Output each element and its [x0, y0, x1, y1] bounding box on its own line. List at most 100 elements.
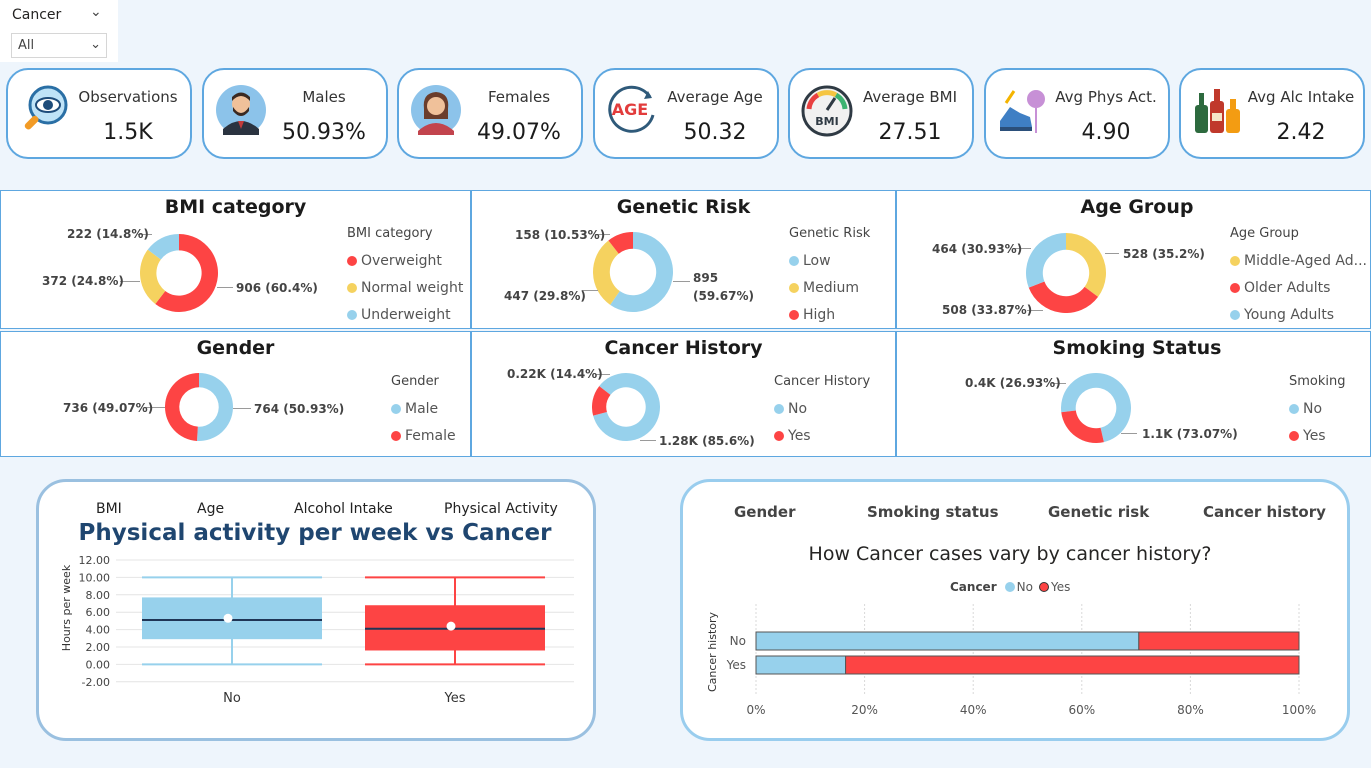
- legend-item[interactable]: Yes: [1289, 422, 1346, 449]
- legend-item[interactable]: Yes: [774, 422, 870, 449]
- leader-line: [1105, 253, 1119, 254]
- donut-slice-normal-weight[interactable]: [140, 249, 166, 304]
- legend: BMI category Overweight Normal weight Un…: [347, 226, 463, 328]
- donut-slice-male[interactable]: [197, 373, 233, 441]
- kpi-label: Average BMI: [862, 88, 958, 106]
- stacked-bar-chart[interactable]: Cancer history 0% 20% 40% 60% 80% 100% No Yes: [702, 600, 1318, 726]
- leader-line: [120, 281, 140, 282]
- legend-item[interactable]: Normal weight: [347, 274, 463, 301]
- leader-line: [217, 287, 233, 288]
- x-tick-label: 40%: [960, 703, 987, 717]
- genetic-risk-donut[interactable]: [593, 232, 673, 312]
- panel-title: Cancer History: [604, 337, 763, 359]
- data-label: 906 (60.4%): [236, 281, 318, 295]
- kpi-value: 4.90: [1081, 120, 1131, 145]
- legend-item[interactable]: Overweight: [347, 247, 463, 274]
- x-tick-label: Yes: [444, 691, 466, 706]
- smoking-status-donut[interactable]: [1061, 373, 1131, 443]
- legend-item[interactable]: Middle-Aged Ad...: [1230, 247, 1367, 274]
- data-label: 736 (49.07%): [63, 401, 154, 415]
- donut-slice-yes[interactable]: [592, 386, 611, 416]
- donut-slice-medium[interactable]: [593, 240, 620, 305]
- data-label: 508 (33.87%): [942, 303, 1033, 317]
- boxplot-chart[interactable]: Hours per week 12.00 10.00 8.00 6.00 4.00 2.0…: [52, 548, 578, 716]
- tab-smoking-status[interactable]: Smoking status: [867, 503, 999, 521]
- donut-slice-female[interactable]: [165, 373, 199, 441]
- bar-segment-no-yes[interactable]: [1138, 631, 1300, 651]
- age-icon: AGE: [608, 85, 655, 133]
- data-label: (59.67%): [693, 289, 754, 303]
- leader-line: [1052, 383, 1066, 384]
- x-tick-label: 60%: [1068, 703, 1095, 717]
- legend-item[interactable]: Female: [391, 422, 456, 449]
- y-axis-label: Hours per week: [60, 564, 73, 651]
- kpi-card-avg-alc-intake: Avg Alc Intake 2.42: [1179, 68, 1365, 159]
- legend-item[interactable]: Young Adults: [1230, 301, 1367, 328]
- tab-cancer-history[interactable]: Cancer history: [1203, 503, 1326, 521]
- legend-item[interactable]: No: [774, 395, 870, 422]
- tab-bmi[interactable]: BMI: [96, 501, 122, 517]
- bottles-icon: [1195, 89, 1240, 133]
- tab-age[interactable]: Age: [197, 501, 225, 517]
- legend-item[interactable]: Underweight: [347, 301, 463, 328]
- donut-slice-underweight[interactable]: [147, 234, 179, 260]
- mean-marker: [446, 621, 456, 631]
- stacked-bar-title: How Cancer cases vary by cancer history?: [808, 543, 1212, 565]
- age-group-donut[interactable]: [1026, 233, 1106, 313]
- legend-title: Gender: [391, 374, 439, 389]
- kpi-value: 50.32: [683, 120, 747, 145]
- legend-item[interactable]: Medium: [789, 274, 870, 301]
- data-label: 528 (35.2%): [1123, 247, 1205, 261]
- bar-segment-no-no[interactable]: [755, 631, 1140, 651]
- gender-donut[interactable]: [165, 373, 233, 441]
- donut-slice-yes[interactable]: [1061, 410, 1104, 443]
- kpi-card-males: Males 50.93%: [202, 68, 388, 159]
- tab-gender[interactable]: Gender: [734, 503, 796, 521]
- legend-item[interactable]: Low: [789, 247, 870, 274]
- data-label: 372 (24.8%): [42, 274, 124, 288]
- stacked-bar-card: [680, 479, 1350, 741]
- kpi-label: Avg Phys Act.: [1055, 88, 1157, 106]
- panel-title: Genetic Risk: [616, 196, 751, 218]
- boxplot-title: Physical activity per week vs Cancer: [78, 520, 552, 546]
- legend-title: Cancer History: [774, 374, 871, 389]
- legend-item[interactable]: Male: [391, 395, 456, 422]
- bar-segment-yes-no[interactable]: [755, 655, 847, 675]
- age-group-panel: Age Group 528 (35.2%) 508 (33.87%) 464 (…: [896, 190, 1371, 329]
- bmi-category-donut[interactable]: [140, 234, 218, 312]
- donut-slice-young-adults[interactable]: [1026, 233, 1066, 288]
- panel-title: Gender: [196, 337, 275, 359]
- donut-slice-no[interactable]: [1061, 373, 1131, 443]
- donut-slice-overweight[interactable]: [155, 234, 218, 312]
- bar-segment-yes-yes[interactable]: [845, 655, 1300, 675]
- legend-item[interactable]: Older Adults: [1230, 274, 1367, 301]
- cancer-filter-dropdown[interactable]: All ⌄: [11, 33, 107, 58]
- kpi-label: Avg Alc Intake: [1247, 88, 1355, 106]
- donut-slice-no[interactable]: [593, 373, 660, 441]
- kpi-value: 1.5K: [103, 120, 153, 145]
- gender-panel: Gender 764 (50.93%) 736 (49.07%) Gender …: [0, 331, 471, 457]
- donut-slice-low[interactable]: [610, 232, 673, 312]
- y-tick-label: 4.00: [86, 624, 111, 637]
- slicer-title: Cancer: [12, 7, 62, 23]
- y-tick-label: 2.00: [86, 641, 111, 654]
- tab-alcohol-intake[interactable]: Alcohol Intake: [294, 501, 393, 517]
- legend-item[interactable]: Yes: [1050, 580, 1071, 594]
- cancer-history-donut[interactable]: [592, 373, 660, 441]
- legend-item[interactable]: No: [1289, 395, 1346, 422]
- tab-physical-activity[interactable]: Physical Activity: [444, 501, 558, 517]
- y-tick-label: 0.00: [86, 658, 111, 671]
- donut-slice-high[interactable]: [608, 232, 633, 254]
- data-label: 895: [693, 271, 719, 285]
- legend-item[interactable]: No: [1016, 580, 1033, 594]
- donut-slice-older-adults[interactable]: [1028, 281, 1099, 313]
- tab-genetic-risk[interactable]: Genetic risk: [1048, 503, 1150, 521]
- legend-item[interactable]: High: [789, 301, 870, 328]
- leader-line: [1015, 248, 1031, 249]
- y-tick-label: 8.00: [86, 589, 111, 602]
- leader-line: [233, 408, 251, 409]
- y-tick-label: No: [730, 634, 746, 648]
- chevron-down-icon[interactable]: ⌄: [90, 4, 102, 20]
- donut-slice-middle-aged-adults[interactable]: [1066, 233, 1106, 297]
- panel-title: BMI category: [164, 196, 307, 218]
